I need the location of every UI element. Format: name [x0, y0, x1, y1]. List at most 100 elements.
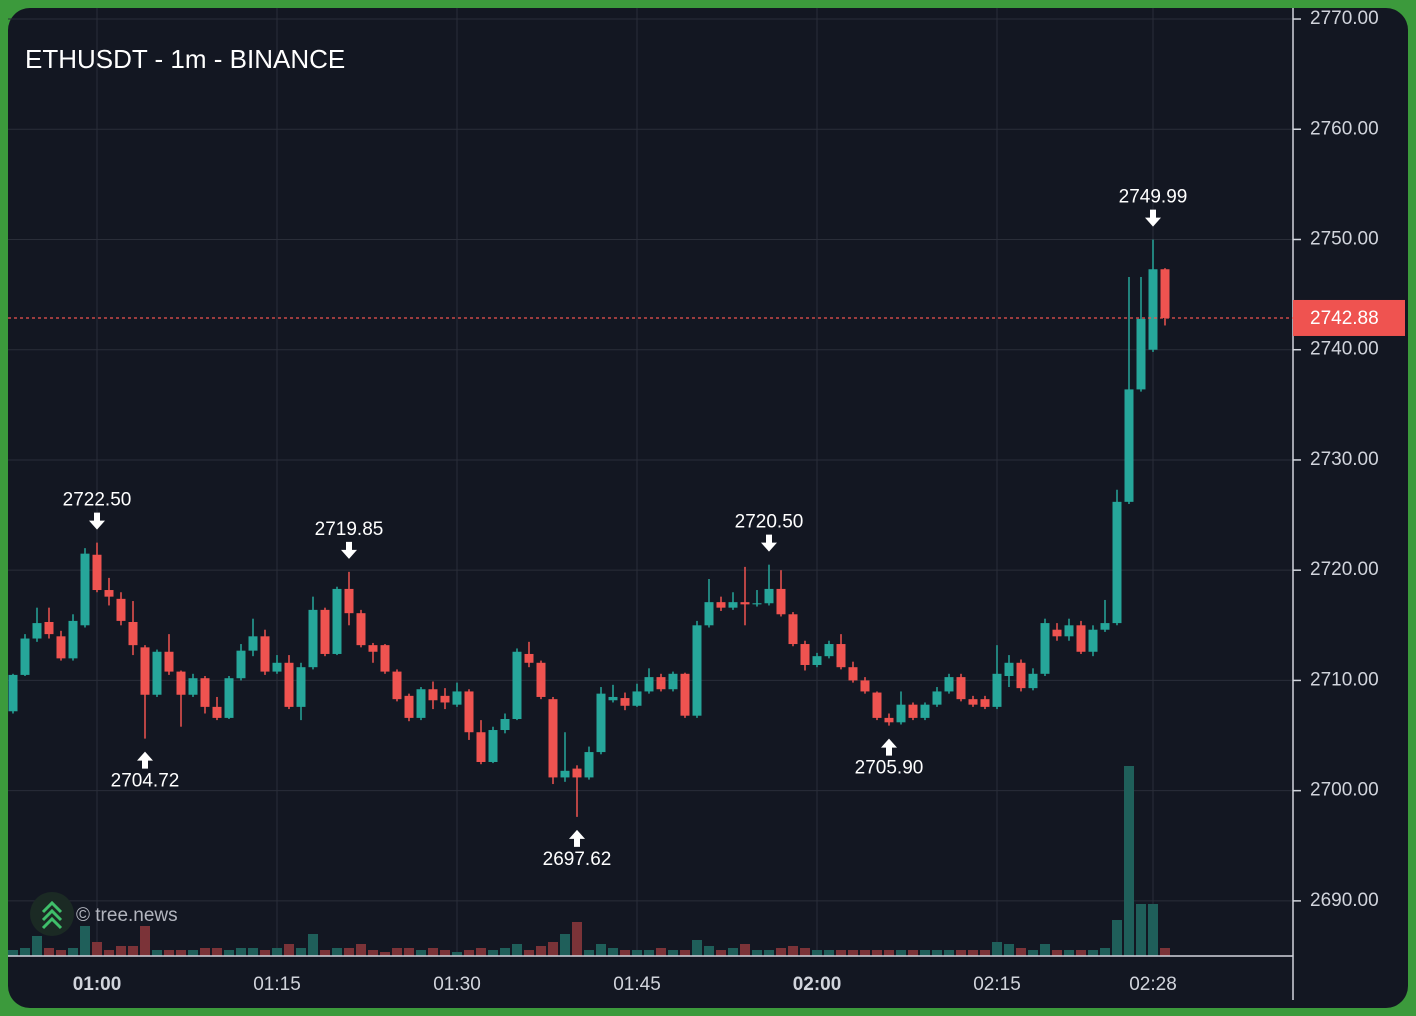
candle-body	[236, 650, 246, 679]
volume-bar	[752, 950, 762, 956]
candle-body	[56, 636, 66, 659]
volume-bar	[704, 946, 714, 956]
candle-body	[608, 696, 618, 701]
y-tick-label: 2700.00	[1310, 780, 1379, 801]
arrow-up	[569, 829, 585, 847]
volume-bar	[356, 944, 366, 956]
candle-body	[884, 717, 894, 723]
candle-body	[104, 590, 114, 597]
candle-body	[992, 673, 1002, 707]
y-tick-label: 2750.00	[1310, 229, 1379, 250]
candle-body	[860, 680, 870, 692]
candle-body	[248, 636, 258, 651]
volume-bar	[224, 950, 234, 956]
arrow-down	[89, 512, 105, 530]
candle-body	[968, 699, 978, 705]
volume-bar	[68, 948, 78, 956]
volume-bar	[404, 948, 414, 956]
candle-body	[68, 620, 78, 659]
candle-body	[596, 693, 606, 753]
candle-body	[428, 689, 438, 701]
volume-bar	[668, 950, 678, 956]
volume-bar	[332, 948, 342, 956]
x-tick-label: 01:45	[613, 974, 661, 995]
volume-bar	[320, 950, 330, 956]
candle-body	[872, 692, 882, 718]
volume-bar	[1052, 950, 1062, 956]
volume-bar	[488, 950, 498, 956]
y-tick-label: 2720.00	[1310, 559, 1379, 580]
candle-body	[788, 614, 798, 645]
candle-body	[512, 651, 522, 719]
volume-bar	[236, 948, 246, 956]
candle-body	[500, 719, 510, 731]
volume-bar	[632, 950, 642, 956]
volume-bar	[1136, 904, 1146, 956]
y-tick-label: 2710.00	[1310, 669, 1379, 690]
candle-body	[620, 698, 630, 706]
annotation-label: 2719.85	[315, 519, 384, 540]
volume-bar	[1028, 950, 1038, 956]
volume-bar	[764, 950, 774, 956]
candle-body	[20, 638, 30, 675]
candle-body	[224, 678, 234, 718]
annotation-label: 2720.50	[735, 512, 804, 533]
volume-bar	[272, 948, 282, 956]
annotation-label: 2722.50	[63, 490, 132, 511]
candle-body	[920, 704, 930, 718]
volume-bar	[1016, 948, 1026, 956]
candle-body	[944, 677, 954, 692]
candle-body	[776, 588, 786, 615]
volume-bar	[692, 940, 702, 956]
volume-bar	[20, 948, 30, 956]
candle-body	[140, 647, 150, 695]
volume-bar	[392, 948, 402, 956]
volume-bar	[308, 934, 318, 956]
candle-body	[1016, 662, 1026, 689]
volume-bar	[920, 950, 930, 956]
volume-bar	[728, 948, 738, 956]
candle-body	[1052, 629, 1062, 637]
candle-body	[332, 588, 342, 654]
volume-bar	[800, 948, 810, 956]
candle-body	[824, 644, 834, 657]
volume-bar	[416, 950, 426, 956]
volume-bar	[200, 948, 210, 956]
candle-body	[632, 691, 642, 706]
candle-body	[152, 651, 162, 695]
candle-body	[320, 609, 330, 654]
arrow-down	[1145, 209, 1161, 227]
volume-bar	[440, 950, 450, 956]
volume-bar	[740, 944, 750, 956]
candle-body	[80, 553, 90, 626]
volume-bar	[608, 948, 618, 956]
y-tick-label: 2770.00	[1310, 8, 1379, 29]
candle-body	[800, 644, 810, 665]
volume-bar	[32, 936, 42, 956]
volume-bar	[500, 948, 510, 956]
candle-body	[668, 673, 678, 690]
candle-body	[728, 602, 738, 608]
candle-body	[200, 678, 210, 707]
candle-body	[404, 695, 414, 718]
candle-body	[740, 602, 750, 605]
volume-bar	[248, 948, 258, 956]
y-tick-label: 2730.00	[1310, 449, 1379, 470]
volume-bar	[716, 950, 726, 956]
volume-bar	[896, 950, 906, 956]
arrow-down	[341, 541, 357, 559]
volume-bar	[980, 950, 990, 956]
volume-bar	[548, 942, 558, 956]
volume-bar	[908, 950, 918, 956]
candle-body	[1064, 625, 1074, 637]
candle-body	[392, 671, 402, 700]
arrow-down	[761, 534, 777, 552]
volume-bar	[584, 950, 594, 956]
candle-body	[356, 613, 366, 646]
candle-body	[1028, 673, 1038, 689]
volume-bar	[620, 950, 630, 956]
candle-body	[452, 691, 462, 705]
candle-body	[476, 732, 486, 762]
volume-bar	[464, 950, 474, 956]
candle-body	[716, 602, 726, 608]
